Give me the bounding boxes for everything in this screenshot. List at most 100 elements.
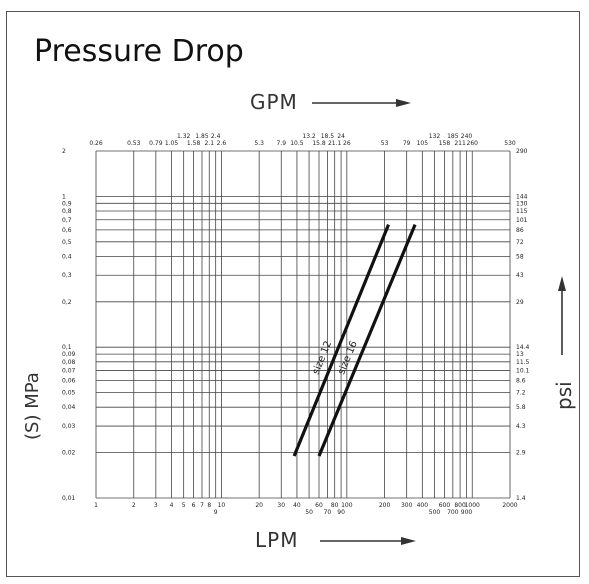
- top-tick-label: 10.5: [290, 140, 304, 147]
- bottom-tick-label: 400: [417, 502, 429, 509]
- left-tick-label: 0,03: [62, 423, 76, 430]
- right-tick-label: 7.2: [516, 390, 526, 397]
- top-tick-label: 1.05: [165, 140, 179, 147]
- left-tick-label: 0,05: [62, 390, 76, 397]
- left-tick-label: 0,6: [62, 227, 72, 234]
- psi-arrow-head: [558, 276, 566, 291]
- left-tick-label: 0,04: [62, 404, 76, 411]
- series-line-size-16: [317, 223, 417, 457]
- top-tick-label: 0.26: [89, 140, 103, 147]
- top-tick-label: 211: [454, 140, 466, 147]
- bottom-tick-label: 8: [207, 502, 211, 509]
- bottom-tick-label: 600: [439, 502, 451, 509]
- left-tick-label: 0,7: [62, 217, 72, 224]
- bottom-tick-label: 1000: [465, 502, 480, 509]
- bottom-tick-label: 500: [429, 509, 441, 516]
- top-tick-label: 0.53: [127, 140, 141, 147]
- right-tick-label: 290: [516, 148, 528, 155]
- bottom-tick-label: 3: [154, 502, 158, 509]
- left-tick-label: 2: [62, 148, 66, 155]
- top-tick-label: 24: [337, 133, 345, 140]
- left-tick-label: 0,5: [62, 239, 72, 246]
- right-tick-label: 130: [516, 200, 528, 207]
- top-tick-label: 21.1: [328, 140, 342, 147]
- top-tick-label: 15.8: [312, 140, 326, 147]
- top-axis-label: GPM: [250, 90, 298, 114]
- left-tick-label: 0,01: [62, 495, 76, 502]
- bottom-tick-label: 20: [255, 502, 263, 509]
- right-tick-label: 1.4: [516, 495, 526, 502]
- lpm-arrow-head: [401, 537, 416, 545]
- bottom-tick-label: 30: [277, 502, 285, 509]
- top-tick-label: 5.3: [254, 140, 264, 147]
- bottom-tick-label: 800: [454, 502, 466, 509]
- left-tick-label: 0,09: [62, 351, 76, 358]
- left-tick-label: 0,02: [62, 450, 76, 457]
- right-tick-label: 29: [516, 299, 524, 306]
- right-tick-label: 115: [516, 208, 528, 215]
- bottom-tick-label: 40: [293, 502, 301, 509]
- right-tick-label: 101: [516, 217, 528, 224]
- left-tick-label: 0,9: [62, 200, 72, 207]
- right-tick-label: 58: [516, 253, 524, 260]
- bottom-tick-label: 9: [214, 509, 218, 516]
- top-tick-label: 530: [504, 140, 516, 147]
- right-tick-label: 5.8: [516, 404, 526, 411]
- bottom-tick-label: 6: [192, 502, 196, 509]
- bottom-tick-label: 7: [200, 502, 204, 509]
- bottom-tick-label: 700: [447, 509, 459, 516]
- top-tick-label: 158: [439, 140, 451, 147]
- bottom-tick-label: 10: [218, 502, 226, 509]
- lpm-label-text: LPM: [255, 528, 299, 552]
- left-tick-label: 0,08: [62, 359, 76, 366]
- left-tick-label: 1: [62, 193, 66, 200]
- bottom-tick-label: 90: [337, 509, 345, 516]
- left-tick-label: 0,07: [62, 368, 76, 375]
- left-tick-label: 0,8: [62, 208, 72, 215]
- bottom-tick-label: 200: [379, 502, 391, 509]
- top-tick-label: 132: [429, 133, 441, 140]
- top-tick-label: 260: [467, 140, 479, 147]
- series-line-size-12: [292, 224, 391, 457]
- left-tick-label: 0,3: [62, 272, 72, 279]
- right-tick-label: 43: [516, 272, 524, 279]
- bottom-tick-label: 5: [182, 502, 186, 509]
- bottom-tick-label: 100: [341, 502, 353, 509]
- right-tick-label: 72: [516, 239, 524, 246]
- bottom-tick-label: 50: [305, 509, 313, 516]
- left-tick-label: 0,06: [62, 378, 76, 385]
- top-tick-label: 1.58: [187, 140, 201, 147]
- top-tick-label: 2.1: [204, 140, 214, 147]
- top-tick-label: 18.5: [321, 133, 335, 140]
- gpm-label-text: GPM: [250, 90, 298, 114]
- right-tick-label: 8.6: [516, 378, 526, 385]
- bottom-tick-label: 300: [401, 502, 413, 509]
- top-tick-label: 240: [461, 133, 473, 140]
- top-tick-label: 7.9: [276, 140, 286, 147]
- bottom-tick-label: 4: [170, 502, 174, 509]
- top-tick-label: 2.6: [217, 140, 227, 147]
- right-tick-label: 2.9: [516, 450, 526, 457]
- chart-frame: [6, 11, 580, 577]
- bottom-tick-label: 70: [324, 509, 332, 516]
- right-tick-label: 86: [516, 227, 524, 234]
- right-tick-label: 4.3: [516, 423, 526, 430]
- top-tick-label: 2.4: [211, 133, 221, 140]
- bottom-tick-label: 60: [315, 502, 323, 509]
- right-tick-label: 11.5: [516, 359, 530, 366]
- top-tick-label: 0.79: [149, 140, 163, 147]
- top-tick-label: 105: [417, 140, 429, 147]
- left-tick-label: 0,4: [62, 253, 72, 260]
- gpm-arrow-head: [396, 99, 411, 107]
- bottom-axis-label: LPM: [255, 528, 298, 552]
- top-tick-label: 185: [447, 133, 459, 140]
- bottom-tick-label: 80: [331, 502, 339, 509]
- left-tick-label: 0,1: [62, 344, 72, 351]
- right-tick-label: 13: [516, 351, 524, 358]
- right-tick-label: 14.4: [516, 344, 530, 351]
- top-tick-label: 79: [403, 140, 411, 147]
- top-tick-label: 1.85: [195, 133, 209, 140]
- chart-title: Pressure Drop: [34, 34, 244, 69]
- left-tick-label: 0,2: [62, 299, 72, 306]
